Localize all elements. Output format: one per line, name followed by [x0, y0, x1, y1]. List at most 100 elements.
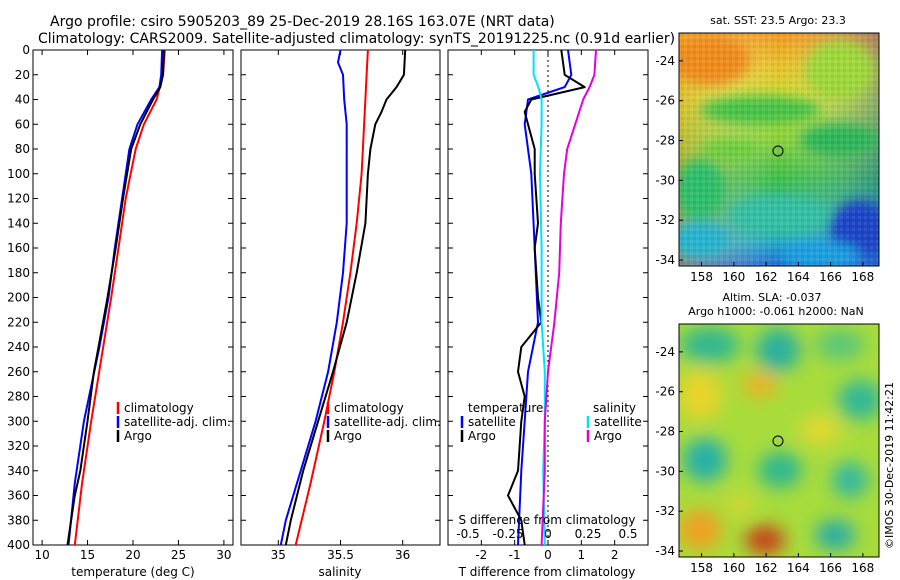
x-tick-label: -2	[475, 548, 487, 562]
depth-tick-label: 120	[7, 192, 30, 206]
depth-tick-label: 260	[7, 365, 30, 379]
series-argo	[284, 49, 407, 546]
difference-legend: temperature satellite Argo salinity sate…	[460, 401, 642, 443]
lat-tick-label: -34	[655, 253, 675, 267]
sst-map-frame	[678, 32, 880, 267]
salinity-difference-ticks: -0.5 -0.25 0 0.25 0.5	[456, 527, 637, 541]
salinity-xlabel: salinity	[318, 565, 361, 579]
lon-tick-label: 164	[787, 561, 810, 575]
depth-tick-label: 300	[7, 414, 30, 428]
series-climatology	[73, 49, 166, 546]
legend-climatology: climatology	[334, 401, 404, 415]
lat-tick-label: -30	[655, 173, 675, 187]
x-tick-label: 36	[395, 548, 410, 562]
depth-tick-label: 400	[7, 538, 30, 552]
lon-tick-label: 158	[690, 270, 713, 284]
legend-s-satellite: satellite	[594, 415, 642, 429]
x-tick-label: 10	[34, 548, 49, 562]
lon-tick-label: 166	[819, 270, 842, 284]
temperature-xlabel: temperature (deg C)	[71, 565, 194, 579]
series-argo	[66, 49, 165, 546]
lat-tick-label: -32	[655, 504, 675, 518]
lat-tick-label: -34	[655, 544, 675, 558]
lon-tick-label: 162	[755, 270, 778, 284]
x-tick-label: 1	[578, 548, 586, 562]
s-diff-tick-label: -0.25	[492, 527, 523, 541]
sst-texture	[679, 33, 879, 266]
lon-tick-label: 160	[722, 561, 745, 575]
temperature-panel: 10 15 20 25 30 temperature (deg C) climatolo…	[32, 49, 234, 579]
legend-argo: Argo	[334, 429, 362, 443]
x-tick-label: -1	[509, 548, 521, 562]
depth-tick-labels: 0 20 40 60 80 100 120 140 160 180 200 220 240 260 280 3…	[7, 43, 30, 552]
lon-tick-label: 162	[755, 561, 778, 575]
x-tick-label: 20	[125, 548, 140, 562]
x-tick-label: 0	[544, 548, 552, 562]
depth-tick-label: 100	[7, 167, 30, 181]
series-climatology	[294, 49, 369, 546]
sla-map-title-2: Argo h1000: -0.061 h2000: NaN	[688, 305, 864, 318]
depth-tick-label: 60	[15, 117, 30, 131]
lon-tick-label: 160	[722, 270, 745, 284]
series-satellite-adj-clim-	[279, 49, 348, 546]
sla-map-ticks: -24 -26 -28 -30 -32 -34 158 160 162 164 166 168	[655, 345, 874, 575]
sla-argo-location-marker	[772, 435, 784, 447]
sst-map-title: sat. SST: 23.5 Argo: 23.3	[710, 14, 846, 27]
lon-tick-label: 158	[690, 561, 713, 575]
lat-tick-label: -30	[655, 464, 675, 478]
depth-tick-label: 0	[22, 43, 30, 57]
legend-satellite: satellite-adj. clim.	[124, 415, 231, 429]
x-tick-label: 25	[171, 548, 186, 562]
imos-timestamp: ©IMOS 30-Dec-2019 11:42:21	[883, 382, 896, 549]
depth-tick-label: 160	[7, 241, 30, 255]
series-s-argo	[540, 49, 597, 546]
lat-tick-label: -32	[655, 213, 675, 227]
lon-tick-label: 166	[819, 561, 842, 575]
depth-tick-label: 40	[15, 93, 30, 107]
s-diff-tick-label: -0.5	[456, 527, 479, 541]
depth-tick-label: 240	[7, 340, 30, 354]
sla-patches	[679, 327, 879, 554]
series-satellite-adj-clim-	[67, 49, 164, 546]
temperature-axes-frame	[32, 49, 234, 546]
lon-tick-label: 168	[851, 270, 874, 284]
header-line-1: Argo profile: csiro 5905203_89 25-Dec-20…	[50, 14, 555, 30]
s-diff-tick-label: 0.25	[575, 527, 602, 541]
depth-tick-label: 80	[15, 142, 30, 156]
legend-salinity-title: salinity	[593, 401, 636, 415]
sst-argo-location-marker	[772, 145, 784, 157]
difference-xlabel: T difference from climatology	[458, 565, 636, 579]
legend-satellite: satellite-adj. clim.	[334, 415, 441, 429]
s-diff-tick-label: 0	[544, 527, 552, 541]
difference-panel: -2 -1 0 1 2 T difference from climatology S …	[447, 49, 649, 579]
lon-tick-label: 164	[787, 270, 810, 284]
depth-tick-label: 280	[7, 390, 30, 404]
sst-map	[679, 33, 879, 266]
series-t-argo	[507, 49, 586, 546]
lon-tick-label: 168	[851, 561, 874, 575]
lat-tick-label: -28	[655, 425, 675, 439]
depth-tick-label: 340	[7, 464, 30, 478]
depth-tick-label: 200	[7, 291, 30, 305]
depth-tick-label: 20	[15, 68, 30, 82]
x-tick-label: 2	[611, 548, 619, 562]
sst-map-ticks: -24 -26 -28 -30 -32 -34 158 160 162 164 166 168	[655, 54, 874, 284]
lat-tick-label: -28	[655, 134, 675, 148]
lat-tick-label: -26	[655, 94, 675, 108]
lat-tick-label: -26	[655, 385, 675, 399]
legend-argo: Argo	[124, 429, 152, 443]
x-tick-label: 30	[216, 548, 231, 562]
depth-tick-label: 180	[7, 266, 30, 280]
series-t-satellite	[517, 49, 573, 546]
x-tick-label: 15	[80, 548, 95, 562]
sla-map-title-1: Altim. SLA: -0.037	[722, 291, 821, 304]
sla-map-frame	[678, 323, 880, 558]
s-diff-tick-label: 0.5	[618, 527, 637, 541]
legend-t-satellite: satellite	[468, 415, 516, 429]
lat-tick-label: -24	[655, 345, 675, 359]
depth-tick-label: 380	[7, 513, 30, 527]
legend-s-argo: Argo	[594, 429, 622, 443]
salinity-legend: climatology satellite-adj. clim. Argo	[326, 401, 441, 443]
header-line-2: Climatology: CARS2009. Satellite-adjuste…	[38, 31, 675, 47]
legend-t-argo: Argo	[468, 429, 496, 443]
